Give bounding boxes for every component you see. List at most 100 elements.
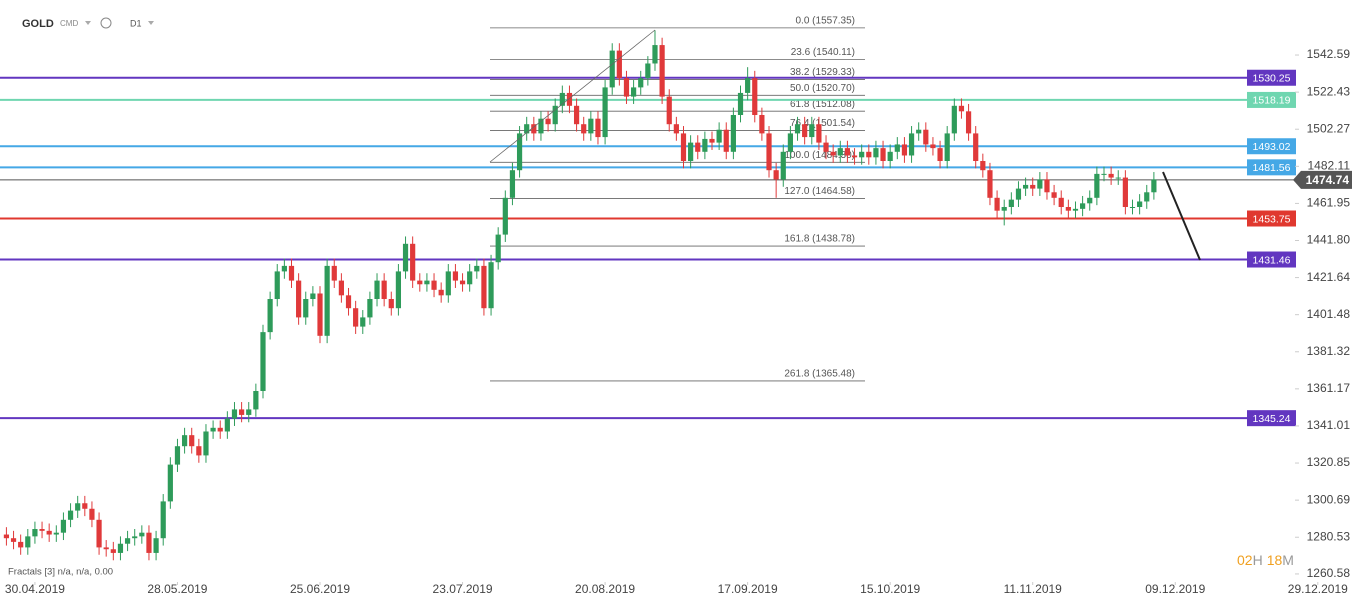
- candle-body: [25, 536, 31, 548]
- candle-body: [246, 409, 252, 415]
- level-label: 1493.02: [1253, 141, 1291, 153]
- candle-body: [1101, 173, 1107, 175]
- candle-body: [274, 271, 280, 300]
- candle-body: [103, 547, 109, 550]
- candle-body: [880, 148, 886, 162]
- x-tick-label: 28.05.2019: [147, 582, 207, 596]
- candle-body: [780, 151, 786, 180]
- candle-body: [367, 299, 373, 318]
- candle-body: [901, 144, 908, 156]
- candle-body: [516, 133, 523, 171]
- countdown-hours: 02: [1237, 552, 1253, 568]
- candle-body: [723, 129, 729, 152]
- info-icon[interactable]: [100, 17, 112, 29]
- candle-body: [1137, 201, 1143, 208]
- candle-body: [360, 317, 366, 327]
- candle-body: [203, 431, 209, 456]
- candle-body: [559, 92, 565, 106]
- fib-label: 127.0 (1464.58): [784, 186, 855, 197]
- candle-body: [944, 133, 950, 162]
- candle-body: [652, 45, 658, 64]
- candle-body: [153, 538, 159, 553]
- y-tick-label: 1361.17: [1307, 381, 1351, 395]
- candle-body: [410, 243, 416, 281]
- candle-body: [260, 332, 266, 392]
- candle-body: [552, 105, 558, 125]
- candle-body: [388, 299, 394, 309]
- y-tick-label: 1542.59: [1307, 47, 1351, 61]
- candle-body: [3, 534, 10, 539]
- y-tick-label: 1300.69: [1307, 492, 1351, 506]
- axis-layer: 1542.59 1522.43 1502.27 1482.11 1461.95 1441.…: [5, 47, 1352, 596]
- candle-body: [816, 124, 822, 143]
- level-label: 1530.25: [1253, 73, 1291, 85]
- candle-body: [809, 124, 815, 138]
- x-tick-label: 25.06.2019: [290, 582, 350, 596]
- symbol[interactable]: GOLD: [22, 18, 54, 30]
- y-tick-label: 1280.53: [1307, 529, 1351, 543]
- candle-body: [402, 243, 409, 272]
- level-label: 1453.75: [1253, 213, 1291, 225]
- candle-body: [866, 151, 872, 158]
- candle-body: [659, 45, 665, 97]
- symbol-dropdown[interactable]: [85, 21, 91, 25]
- candle-body: [353, 308, 359, 327]
- candle-body: [459, 280, 466, 285]
- x-tick-label: 30.04.2019: [5, 582, 65, 596]
- fib-label: 76.4 (1501.54): [790, 118, 855, 129]
- candle-body: [923, 129, 929, 145]
- candle-body: [324, 265, 330, 336]
- level-tag: [1247, 410, 1296, 427]
- x-tick-label: 29.12.2019: [1288, 582, 1348, 596]
- candle-body: [709, 138, 715, 143]
- candle-body: [737, 92, 744, 116]
- level-tag: [1247, 138, 1296, 155]
- candle-body: [994, 197, 1000, 211]
- candle-body: [46, 530, 52, 535]
- fib-label: 161.8 (1438.78): [784, 234, 855, 245]
- candle-body: [89, 508, 95, 520]
- candle-body: [1087, 197, 1093, 204]
- candle-body: [695, 142, 701, 152]
- candle-body: [10, 538, 17, 542]
- candle-body: [916, 129, 922, 134]
- y-tick-label: 1502.27: [1307, 121, 1351, 135]
- candle-body: [616, 50, 622, 79]
- candle-body: [196, 446, 202, 456]
- last-price-tag: [1293, 170, 1352, 189]
- candle-body: [1058, 197, 1064, 208]
- trend-line[interactable]: [1162, 171, 1201, 261]
- y-tick-label: 1441.80: [1307, 233, 1351, 247]
- candle-body: [132, 536, 138, 539]
- candle-body: [773, 170, 779, 180]
- candle-body: [851, 155, 858, 158]
- candle-body: [445, 271, 451, 296]
- candle-body: [481, 265, 487, 309]
- indicator-label[interactable]: Fractals [3] n/a, n/a, 0.00: [8, 567, 113, 578]
- candle-body: [1065, 207, 1071, 211]
- fib-label: 61.8 (1512.08): [790, 99, 855, 110]
- candle-body: [217, 427, 223, 432]
- candle-body: [167, 464, 173, 502]
- candle-body: [1030, 184, 1036, 189]
- fib-label: 0.0 (1557.35): [796, 16, 856, 27]
- candle-body: [908, 133, 915, 156]
- timeframe[interactable]: D1: [130, 18, 142, 28]
- candle-body: [338, 280, 344, 296]
- level-tag: [1247, 91, 1296, 108]
- timeframe-dropdown[interactable]: [148, 21, 154, 25]
- market[interactable]: CMD: [60, 19, 78, 28]
- candle-body: [160, 501, 166, 539]
- level-tag: [1247, 210, 1296, 227]
- candle-body: [573, 105, 580, 125]
- candle-body: [345, 295, 352, 309]
- candle-body: [495, 234, 501, 263]
- candle-body: [965, 111, 972, 134]
- candle-body: [331, 265, 337, 281]
- level-tag: [1247, 159, 1296, 176]
- candle-body: [830, 151, 836, 156]
- fib-anchor-line: [489, 29, 656, 163]
- candle-body: [374, 280, 380, 300]
- countdown: 02H 18M: [1237, 552, 1294, 568]
